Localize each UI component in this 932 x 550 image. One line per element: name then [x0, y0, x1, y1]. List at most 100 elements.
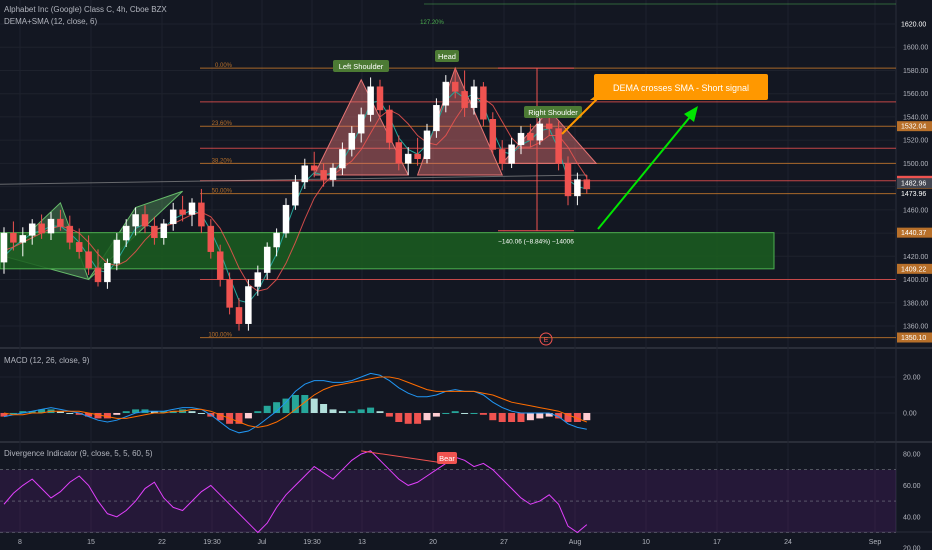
price-label: 1350.10 [897, 332, 932, 343]
candle-body [395, 142, 403, 164]
x-tick-label: Aug [569, 539, 582, 546]
price-label-text: 1473.96 [901, 191, 926, 198]
macd-histogram-bar [498, 413, 506, 422]
price-axis: 1360.001380.001400.001420.001440.001460.… [897, 19, 932, 550]
measure-label: −140.06 (−8.84%) −14006 [498, 239, 574, 246]
x-tick-label: 24 [784, 539, 792, 546]
y-tick-label: 1460.00 [903, 207, 928, 214]
price-label-text: 1482.96 [901, 181, 926, 188]
macd-histogram-bar [150, 411, 158, 413]
macd-histogram-bar [517, 413, 525, 422]
candle-body [508, 144, 515, 164]
macd-histogram-bar [263, 405, 271, 413]
projection-arrow [597, 111, 695, 230]
macd-histogram-bar [395, 413, 403, 422]
macd-histogram-bar [414, 413, 422, 424]
x-tick-label: Sep [869, 539, 882, 546]
macd-histogram-bar [479, 413, 487, 415]
macd-histogram-bar [169, 411, 177, 413]
macd-histogram-bar [103, 413, 111, 419]
sma-line [3, 97, 588, 292]
macd-histogram-bar [320, 404, 328, 413]
candle-body [273, 232, 280, 248]
y-tick-label: 1380.00 [903, 300, 928, 307]
candle-body [470, 86, 478, 108]
candle-body [555, 128, 562, 164]
candle-body [583, 179, 591, 190]
candle-body [282, 204, 290, 234]
candle-body [451, 81, 459, 92]
candle-body [235, 307, 243, 324]
candle-body [263, 246, 271, 273]
candle-body [545, 123, 553, 129]
candle-body [357, 114, 365, 134]
x-tick-label: 17 [713, 539, 721, 546]
candle-body [216, 251, 224, 280]
macd-histogram-bar [122, 411, 130, 413]
divergence-legend[interactable]: Divergence Indicator (9, close, 5, 5, 60… [4, 449, 153, 458]
candle-body [226, 279, 233, 308]
macd-histogram-bar [188, 411, 196, 413]
macd-histogram-bar [376, 411, 384, 413]
candle-body [339, 149, 346, 169]
left-shoulder-label: Left Shoulder [333, 60, 389, 72]
macd-tick-label: 0.00 [903, 411, 917, 418]
x-tick-label: 22 [158, 539, 166, 546]
macd-histogram-bar [301, 395, 309, 413]
neckline [0, 174, 587, 185]
macd-histogram-bar [432, 413, 440, 417]
candle-body [19, 235, 27, 243]
right-shoulder-label: Right Shoulder [524, 106, 582, 118]
candle-body [423, 130, 431, 159]
macd-histogram-bar [470, 413, 478, 414]
y-tick-label: 1420.00 [903, 254, 928, 261]
y-tick-label: 1360.00 [903, 324, 928, 331]
candle-body [480, 86, 487, 120]
macd-legend[interactable]: MACD (12, 26, close, 9) [4, 356, 90, 365]
candle-body [320, 170, 327, 180]
y-tick-label: 1400.00 [903, 277, 928, 284]
fib-label: 50.00% [212, 189, 233, 195]
candle-body [207, 225, 215, 252]
y-tick-label: 1600.00 [903, 45, 928, 52]
macd-histogram-bar [19, 411, 27, 413]
candle-body [433, 105, 440, 132]
symbol-title[interactable]: Alphabet Inc (Google) Class C, 4h, Cboe … [4, 5, 167, 14]
candle-body [188, 202, 196, 215]
candle-body [75, 242, 83, 252]
macd-signal-line [3, 376, 587, 428]
macd-histogram-bar [338, 411, 346, 413]
signal-pointer [561, 95, 601, 135]
fib-label: 0.00% [215, 63, 233, 69]
dema-sma-legend[interactable]: DEMA+SMA (12, close, 6) [4, 17, 98, 26]
macd-tick-label: 20.00 [903, 375, 921, 382]
macd-histogram-bar [573, 413, 581, 422]
price-label: 1620.00 [897, 19, 932, 29]
candle-body [574, 179, 581, 197]
div-tick-label: 60.00 [903, 483, 921, 490]
time-axis: 8 15 22 19:30 Jul 19:30 13 20 27 Aug 10 17 24 Sep [18, 539, 881, 546]
x-tick-label: Jul [258, 539, 267, 546]
macd-histogram-bar [442, 413, 450, 414]
candle-body [169, 209, 177, 225]
candle-body [47, 218, 55, 234]
macd-histogram-bar [132, 409, 140, 413]
divergence-pane [0, 450, 896, 534]
bear-label-text: Bear [439, 454, 455, 463]
candle-body [517, 132, 525, 146]
x-tick-label: 8 [18, 539, 22, 546]
macd-histogram-bar [564, 413, 572, 422]
macd-histogram-bar [0, 413, 8, 417]
macd-histogram-bar [508, 413, 516, 422]
candle-body [536, 123, 544, 141]
candle-body [292, 181, 299, 206]
x-tick-label: 27 [500, 539, 508, 546]
macd-histogram-bar [583, 413, 591, 421]
macd-histogram-bar [367, 407, 375, 413]
candle-body [132, 214, 139, 227]
macd-histogram-bar [348, 411, 356, 413]
candle-body [498, 149, 506, 164]
macd-histogram-bar [216, 413, 224, 421]
macd-histogram-bar [282, 398, 290, 413]
